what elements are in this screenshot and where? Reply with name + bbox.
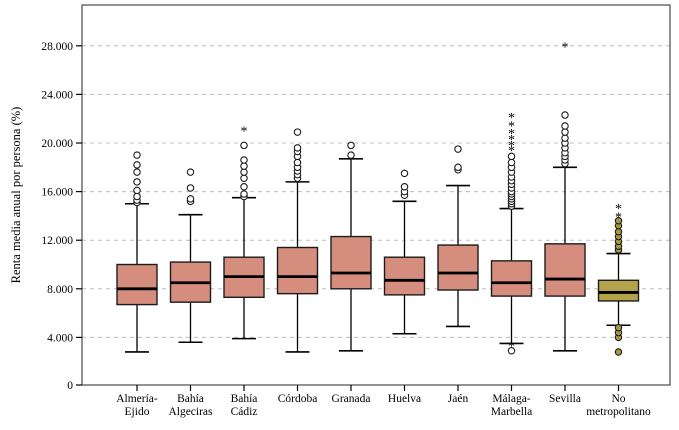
x-tick-label: Marbella <box>491 406 533 418</box>
outlier-circle <box>507 152 516 161</box>
outlier-circle <box>614 348 623 356</box>
outlier-circle <box>293 158 302 167</box>
outlier-circle <box>614 217 623 225</box>
x-tick-label: Bahía <box>231 393 258 405</box>
extreme-star: * <box>615 202 622 217</box>
outlier-circle <box>240 141 248 150</box>
outlier-circle <box>186 168 195 176</box>
x-tick-label: Ejido <box>125 406 150 418</box>
extreme-star: * <box>615 211 622 226</box>
extreme-star: * <box>241 124 248 139</box>
y-tick-label: 4.000 <box>47 332 73 344</box>
boxplot-m-laga-marbella: *******Málaga-Marbella <box>491 111 533 418</box>
outlier-circle <box>614 323 623 332</box>
outlier-circle <box>293 144 302 152</box>
boxplot-sevilla: * Sevilla <box>544 41 586 405</box>
outlier-circle <box>240 174 248 182</box>
x-tick-label: Bahía <box>177 393 204 405</box>
y-axis: 0 4.000 8.000 12.000 16.000 20.000 24.000 28.00… <box>41 41 82 392</box>
y-tick-label: 24.000 <box>41 89 73 101</box>
outlier-circle <box>240 190 248 198</box>
outlier-circle <box>507 347 516 355</box>
x-tick-label: metropolitano <box>586 406 651 418</box>
x-tick-label: Sevilla <box>549 393 581 405</box>
outlier-circle <box>240 156 248 164</box>
outlier-circle <box>240 168 248 176</box>
outlier-circle <box>133 192 141 201</box>
extreme-star: * <box>508 119 515 134</box>
plot-frame <box>81 4 671 386</box>
x-tick-label: Almería- <box>116 393 158 405</box>
y-tick-label: 16.000 <box>41 187 73 199</box>
x-tick-label: No <box>611 393 625 405</box>
outlier-circle <box>293 128 302 136</box>
outlier-circle <box>561 122 569 130</box>
outlier-circle <box>454 163 462 172</box>
outlier-circle <box>507 158 516 167</box>
boxplot-granada: Granada <box>330 141 372 405</box>
outlier-circle <box>400 182 409 191</box>
x-tick-label: Cádiz <box>231 406 258 418</box>
extreme-star: * <box>562 41 569 56</box>
y-axis-title-text: Renta media anual por persona (%) <box>9 107 23 284</box>
y-tick-label: 12.000 <box>41 235 73 247</box>
outlier-circle <box>347 141 355 150</box>
y-axis-title: Renta media anual por persona (%) <box>9 107 23 284</box>
y-tick-label: 28.000 <box>41 41 73 53</box>
extreme-star: * <box>508 144 515 159</box>
outlier-circle <box>400 169 409 178</box>
x-tick-label: Jaén <box>448 393 469 405</box>
outlier-circle <box>561 134 569 142</box>
boxplot-almer-a-ejido: Almería-Ejido <box>116 151 158 418</box>
outlier-circle <box>240 182 248 191</box>
outlier-circle <box>561 128 569 136</box>
y-tick-label: 20.000 <box>41 138 73 150</box>
extreme-star: * <box>508 127 515 142</box>
outlier-circle <box>240 162 248 170</box>
extreme-star: * <box>508 339 515 354</box>
boxplot-huelva: Huelva <box>383 169 426 405</box>
outlier-circle <box>186 184 195 192</box>
x-tick-label: Málaga- <box>492 393 530 405</box>
outlier-circle <box>133 151 141 159</box>
extreme-star: * <box>508 111 515 126</box>
boxplot-c-rdoba: Córdoba <box>276 128 319 405</box>
x-tick-label: Granada <box>332 393 371 405</box>
x-tick-label: Algeciras <box>168 406 213 418</box>
outlier-circle <box>186 195 195 203</box>
y-tick-label: 0 <box>67 380 73 392</box>
y-tick-label: 8.000 <box>47 284 73 296</box>
outlier-circle <box>133 161 141 169</box>
boxplot-ja-n: Jaén <box>437 145 479 405</box>
x-tick-label: Córdoba <box>278 393 318 405</box>
extreme-star: * <box>508 133 515 148</box>
outlier-circle <box>133 178 141 186</box>
extreme-star: * <box>508 139 515 154</box>
outlier-circle <box>133 186 141 195</box>
outlier-circle <box>347 151 355 159</box>
outlier-circle <box>561 111 569 119</box>
x-tick-label: Huelva <box>388 393 421 405</box>
outlier-circle <box>614 227 623 236</box>
outlier-circle <box>454 145 462 153</box>
outlier-circle <box>133 168 141 176</box>
